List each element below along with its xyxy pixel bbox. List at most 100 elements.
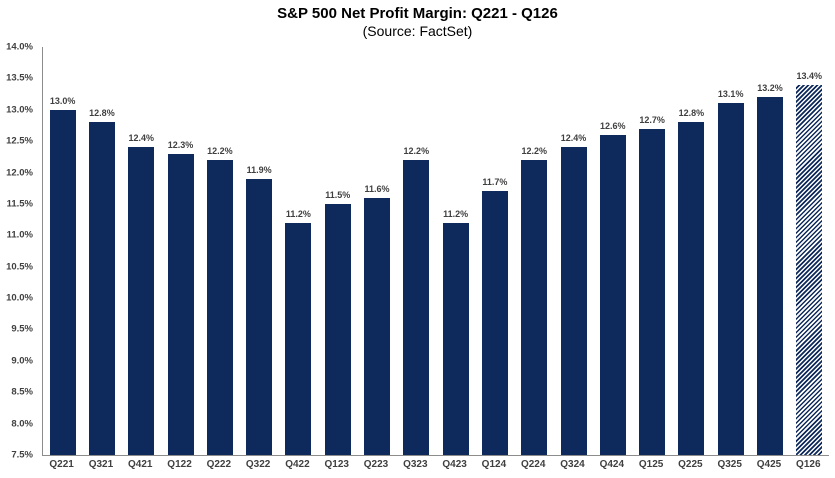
- bar-q123: [324, 204, 351, 455]
- bar-slot: 13.1%: [711, 47, 750, 455]
- x-axis-label: Q124: [481, 459, 507, 470]
- x-axis-label: Q125: [638, 459, 664, 470]
- bar-slot: 12.8%: [82, 47, 121, 455]
- y-tick-label: 11.5%: [6, 198, 33, 210]
- y-tick-label: 13.0%: [6, 104, 33, 116]
- bar-q325: [717, 103, 744, 455]
- bar-q422: [285, 223, 312, 455]
- bar-value-label: 13.4%: [796, 71, 823, 81]
- bar-q421: [128, 147, 155, 455]
- y-tick-label: 12.0%: [6, 167, 33, 179]
- y-tick-label: 9.0%: [11, 355, 33, 367]
- bar-q322: [246, 179, 273, 455]
- y-tick-label: 7.5%: [11, 449, 33, 461]
- x-axis-label: Q222: [206, 459, 232, 470]
- bar-value-label: 12.3%: [167, 140, 194, 150]
- bar-slot: 12.3%: [161, 47, 200, 455]
- bar-slot: 11.7%: [475, 47, 514, 455]
- bar-slot: 12.8%: [672, 47, 711, 455]
- x-axis-label: Q324: [560, 459, 585, 470]
- bar-value-label: 13.1%: [717, 89, 744, 99]
- y-tick-label: 13.5%: [6, 72, 33, 84]
- chart-title: S&P 500 Net Profit Margin: Q221 - Q126: [277, 5, 558, 22]
- bar-value-label: 13.2%: [757, 83, 783, 93]
- bar-q222: [206, 160, 233, 455]
- bar-q323: [403, 160, 430, 455]
- y-tick-label: 10.0%: [6, 292, 33, 304]
- bar-slot: 11.6%: [357, 47, 396, 455]
- x-axis-label: Q425: [756, 459, 782, 470]
- bar-value-label: 12.2%: [403, 146, 430, 156]
- bar-slot: 11.9%: [239, 47, 278, 455]
- bar-slot: 12.2%: [200, 47, 239, 455]
- bar-q424: [599, 135, 626, 455]
- bar-value-label: 12.2%: [521, 146, 547, 156]
- bar-slot: 13.4%: [790, 47, 829, 455]
- y-tick-label: 8.5%: [11, 386, 33, 398]
- bar-slot: 13.2%: [750, 47, 789, 455]
- bar-q124: [481, 191, 508, 455]
- bar-value-label: 11.2%: [443, 209, 469, 219]
- y-tick-label: 12.5%: [6, 135, 33, 147]
- bar-slot: 12.4%: [554, 47, 593, 455]
- y-axis-labels: 14.0% 13.5% 13.0% 12.5% 12.0% 11.5% 11.0% 10.5%…: [0, 42, 37, 461]
- bar-slot: 12.7%: [632, 47, 671, 455]
- x-axis-label: Q421: [128, 459, 153, 470]
- bar-value-label: 13.0%: [49, 96, 76, 106]
- bar-slot: 12.6%: [593, 47, 632, 455]
- y-tick-label: 10.5%: [6, 261, 33, 273]
- bar-value-label: 12.8%: [678, 108, 705, 118]
- bar-q221: [49, 110, 76, 455]
- bar-value-label: 11.9%: [246, 165, 272, 175]
- y-tick-label: 14.0%: [6, 41, 33, 53]
- x-axis-label: Q221: [49, 459, 74, 470]
- bar-value-label: 12.6%: [600, 121, 626, 131]
- bar-value-label: 12.8%: [89, 108, 115, 118]
- bar-value-label: 12.7%: [639, 115, 665, 125]
- bar-q223: [364, 198, 391, 455]
- bar-value-label: 12.4%: [560, 133, 587, 143]
- x-axis-label: Q126: [796, 459, 821, 470]
- bar-value-label: 11.2%: [285, 209, 311, 219]
- plot-area: 13.0% 12.8% 12.4% 12.3% 12.2% 11.9% 11.2% 11.5%…: [42, 47, 829, 456]
- bar-q321: [88, 122, 115, 455]
- bar-q425: [756, 97, 783, 455]
- x-axis-label: Q223: [363, 459, 389, 470]
- x-axis-label: Q323: [403, 459, 428, 470]
- x-axis-label: Q225: [678, 459, 703, 470]
- x-axis-label: Q424: [599, 459, 625, 470]
- bar-slot: 13.0%: [43, 47, 82, 455]
- bar-slot: 11.5%: [318, 47, 357, 455]
- bar-value-label: 12.4%: [128, 133, 154, 143]
- bar-q126: [796, 85, 823, 455]
- bar-q224: [521, 160, 548, 455]
- chart-subtitle: (Source: FactSet): [362, 23, 473, 39]
- bar-slot: 11.2%: [436, 47, 475, 455]
- bar-slot: 12.4%: [122, 47, 161, 455]
- x-axis-label: Q123: [324, 459, 349, 470]
- x-axis-labels: Q221 Q321 Q421 Q122 Q222 Q322 Q422 Q123 Q223 Q323…: [42, 459, 828, 470]
- bar-q423: [442, 223, 469, 455]
- bar-q225: [678, 122, 705, 455]
- x-axis-label: Q322: [245, 459, 271, 470]
- bar-value-label: 12.2%: [207, 146, 233, 156]
- bar-slot: 12.2%: [515, 47, 554, 455]
- x-axis-label: Q122: [167, 459, 192, 470]
- y-tick-label: 8.0%: [11, 418, 33, 430]
- x-axis-label: Q423: [442, 459, 467, 470]
- bar-value-label: 11.6%: [364, 184, 390, 194]
- x-axis-label: Q422: [285, 459, 310, 470]
- bar-value-label: 11.7%: [482, 177, 508, 187]
- bar-q122: [167, 154, 194, 455]
- x-axis-label: Q224: [520, 459, 546, 470]
- y-tick-label: 11.0%: [6, 229, 33, 241]
- bar-slot: 12.2%: [397, 47, 436, 455]
- bar-q324: [560, 147, 587, 455]
- x-axis-label: Q321: [88, 459, 114, 470]
- bar-q125: [639, 129, 666, 455]
- bar-value-label: 11.5%: [325, 190, 351, 200]
- y-tick-label: 9.5%: [11, 323, 33, 335]
- bar-slot: 11.2%: [279, 47, 318, 455]
- x-axis-label: Q325: [717, 459, 742, 470]
